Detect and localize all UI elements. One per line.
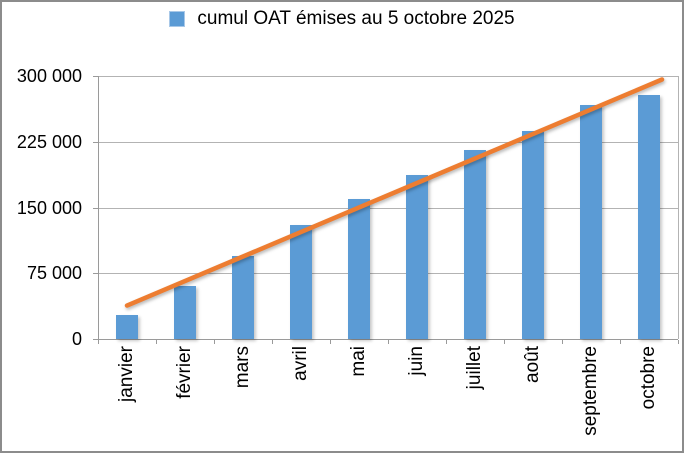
legend-marker-icon	[169, 11, 186, 27]
y-axis-tick	[93, 141, 98, 143]
x-axis-label-février: février	[174, 346, 195, 399]
x-axis-tick	[272, 340, 273, 344]
x-axis-tick	[620, 340, 621, 344]
bar-juin	[406, 175, 428, 339]
x-axis-tick	[446, 340, 447, 344]
y-axis-label: 300 000	[16, 66, 82, 86]
legend-label: cumul OAT émises au 5 octobre 2025	[197, 8, 515, 29]
y-axis-tick	[93, 273, 98, 275]
y-axis-tick	[93, 76, 98, 77]
x-axis-label-août: août	[522, 346, 543, 383]
x-axis-tick	[98, 340, 99, 344]
bar-février	[174, 286, 196, 339]
x-axis-label-janvier: janvier	[116, 346, 137, 402]
x-axis-label-juin: juin	[406, 346, 427, 376]
bar-mai	[348, 198, 370, 339]
plot-right-border	[678, 76, 679, 339]
x-axis-label-mai: mai	[348, 346, 369, 377]
x-axis-label-mars: mars	[232, 346, 253, 389]
x-axis-label-octobre: octobre	[638, 346, 659, 410]
legend: cumul OAT émises au 5 octobre 2025	[2, 6, 682, 32]
x-axis-label-juillet: juillet	[464, 346, 485, 390]
bar-septembre	[580, 105, 602, 339]
y-axis-tick	[93, 339, 98, 340]
bar-octobre	[638, 95, 660, 339]
y-axis-label: 225 000	[16, 131, 82, 152]
x-axis-label-avril: avril	[290, 346, 311, 381]
x-axis-tick	[562, 340, 563, 344]
x-axis-line	[93, 339, 678, 340]
x-axis-tick	[504, 340, 505, 344]
x-axis-tick	[388, 340, 389, 344]
x-axis-tick	[330, 340, 331, 344]
x-axis-tick	[678, 340, 679, 344]
bar-mars	[232, 255, 254, 339]
y-axis-label: 75 000	[26, 263, 82, 284]
y-axis-label: 0	[71, 329, 82, 349]
y-axis-tick	[93, 207, 98, 209]
bar-juillet	[464, 149, 486, 339]
x-axis-tick	[214, 340, 215, 344]
bar-janvier	[116, 314, 138, 339]
y-axis-line	[98, 76, 99, 340]
y-axis-label: 150 000	[16, 197, 82, 218]
bar-avril	[290, 225, 312, 339]
x-axis-tick	[156, 340, 157, 344]
bar-août	[522, 130, 544, 339]
x-axis-label-septembre: septembre	[580, 346, 601, 436]
gridline	[98, 76, 678, 77]
